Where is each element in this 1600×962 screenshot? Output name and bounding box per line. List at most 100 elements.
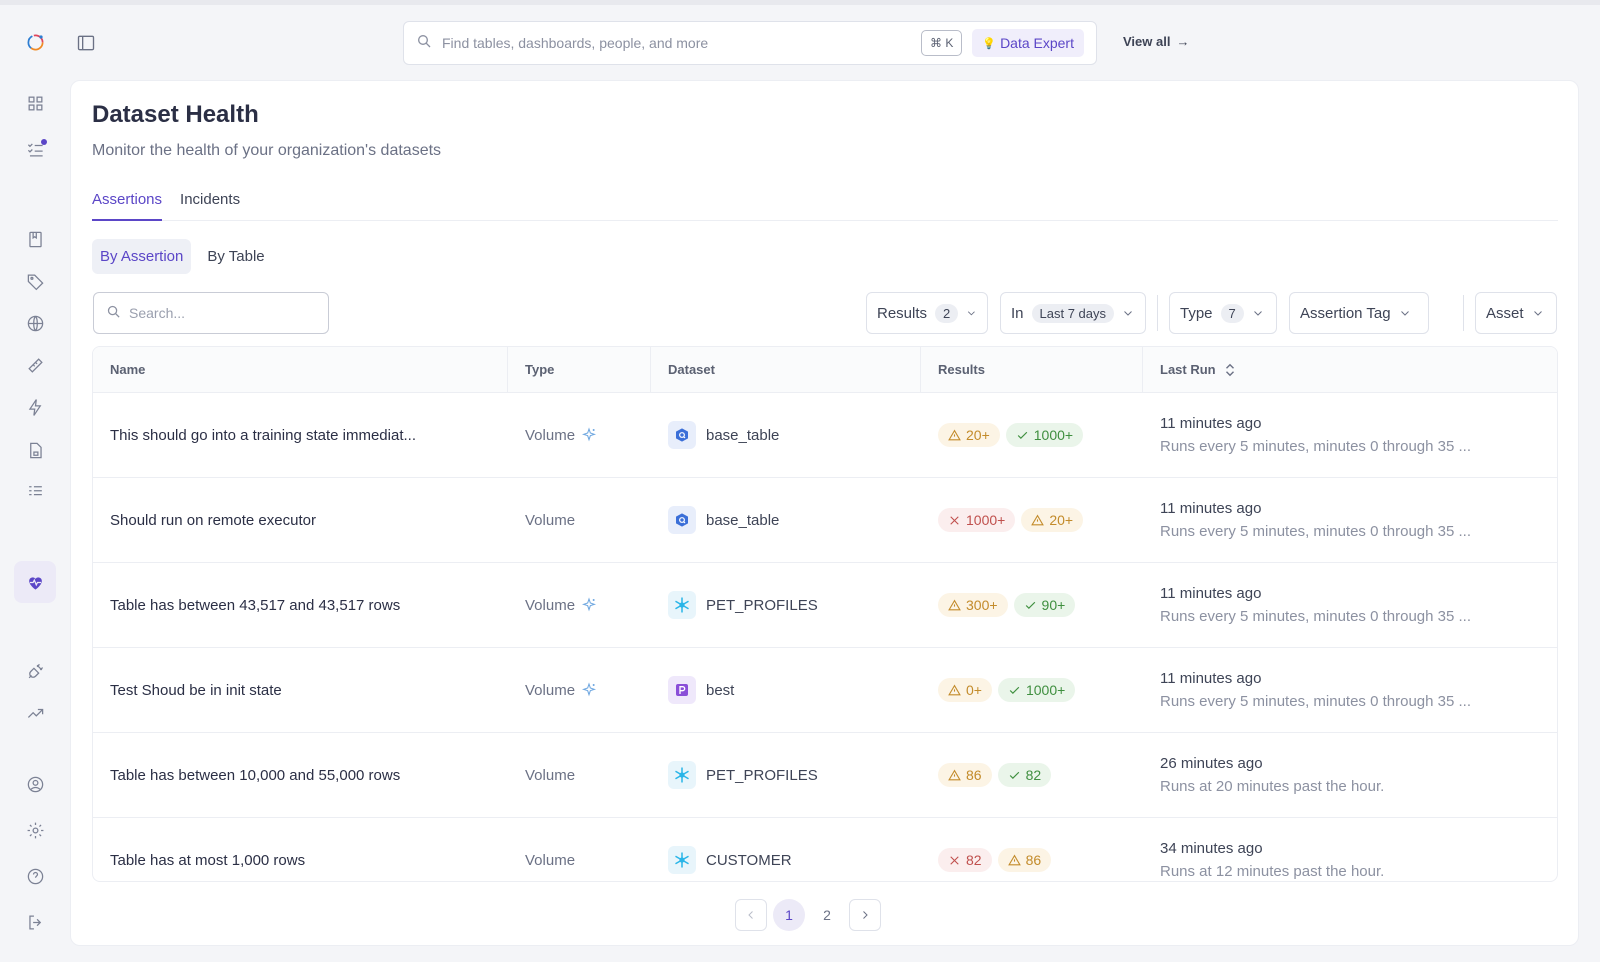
- table-row[interactable]: Table has at most 1,000 rows Volume CUST…: [93, 818, 1557, 881]
- table-row[interactable]: Table has between 43,517 and 43,517 rows…: [93, 563, 1557, 648]
- dataset-link[interactable]: base_table: [651, 421, 921, 449]
- table-row[interactable]: This should go into a training state imm…: [93, 393, 1557, 478]
- warning-icon: [1007, 854, 1021, 867]
- grid-icon[interactable]: [20, 88, 50, 118]
- result-badge-ok[interactable]: 82: [997, 763, 1052, 787]
- assertion-name[interactable]: Test Shoud be in init state: [110, 681, 282, 699]
- result-badge-warn[interactable]: 20+: [938, 423, 1000, 447]
- result-count: 1000+: [1025, 682, 1066, 698]
- arrow-right-icon: →: [1176, 34, 1190, 49]
- sort-icon[interactable]: [1224, 363, 1236, 377]
- bigquery-icon: [668, 506, 696, 534]
- view-all-label: View all: [1123, 34, 1171, 49]
- result-count: 20+: [966, 427, 990, 443]
- global-search-bar[interactable]: Find tables, dashboards, people, and mor…: [403, 21, 1097, 65]
- column-header-dataset[interactable]: Dataset: [651, 347, 921, 392]
- result-badge-warn[interactable]: 20+: [1021, 508, 1084, 532]
- dataset-health-panel: Dataset Health Monitor the health of you…: [70, 80, 1579, 946]
- global-search-placeholder[interactable]: Find tables, dashboards, people, and mor…: [442, 35, 709, 51]
- last-run-time: 11 minutes ago: [1160, 415, 1262, 432]
- tab-assertions[interactable]: Assertions: [92, 191, 163, 221]
- column-header-name[interactable]: Name: [93, 347, 508, 392]
- app-logo-icon[interactable]: [20, 27, 50, 57]
- page-2-button[interactable]: 2: [823, 907, 831, 923]
- column-header-type[interactable]: Type: [508, 347, 651, 392]
- results-cell: 82 86: [921, 848, 1143, 872]
- date-range-filter-dropdown[interactable]: In Last 7 days: [1000, 292, 1146, 334]
- type-filter-label: Type: [1180, 304, 1213, 322]
- last-run-time: 26 minutes ago: [1160, 755, 1263, 772]
- results-filter-dropdown[interactable]: Results 2: [866, 292, 988, 334]
- run-schedule: Runs at 20 minutes past the hour.: [1160, 778, 1385, 795]
- by-table-toggle[interactable]: By Table: [207, 248, 265, 265]
- result-badge-fail[interactable]: 1000+: [938, 508, 1016, 532]
- document-lock-icon[interactable]: [20, 435, 50, 465]
- lightning-icon[interactable]: [20, 392, 50, 422]
- logout-icon[interactable]: [20, 907, 50, 937]
- table-row[interactable]: Test Shoud be in init state Volume best …: [93, 648, 1557, 733]
- assertion-name[interactable]: This should go into a training state imm…: [110, 426, 416, 444]
- result-badge-ok[interactable]: 1000+: [997, 678, 1076, 702]
- warning-icon: [1031, 514, 1045, 527]
- dataset-link[interactable]: base_table: [651, 506, 921, 534]
- assertion-type-cell: Volume: [508, 427, 651, 444]
- book-icon[interactable]: [20, 224, 50, 254]
- assertion-name[interactable]: Table has between 43,517 and 43,517 rows: [110, 596, 401, 614]
- globe-icon[interactable]: [20, 308, 50, 338]
- dataset-link[interactable]: PET_PROFILES: [651, 761, 921, 789]
- health-heart-icon[interactable]: [14, 561, 56, 603]
- result-count: 90+: [1041, 597, 1066, 613]
- table-row[interactable]: Table has between 10,000 and 55,000 rows…: [93, 733, 1557, 818]
- trending-up-icon[interactable]: [20, 698, 50, 728]
- sidebar-toggle-icon[interactable]: [71, 28, 101, 58]
- previous-page-button[interactable]: [735, 899, 767, 931]
- plug-icon[interactable]: [20, 656, 50, 686]
- last-run-cell: 11 minutes ago Runs every 5 minutes, min…: [1143, 415, 1557, 455]
- notification-dot: [41, 139, 47, 145]
- tag-icon[interactable]: [20, 266, 50, 296]
- smart-assertion-icon: [582, 427, 597, 442]
- data-expert-button[interactable]: 💡 Data Expert: [972, 29, 1084, 57]
- column-header-results[interactable]: Results: [921, 347, 1143, 392]
- gear-icon[interactable]: [20, 815, 50, 845]
- dataset-link[interactable]: best: [651, 676, 921, 704]
- by-assertion-toggle[interactable]: By Assertion: [92, 239, 192, 274]
- assertion-name[interactable]: Table has between 10,000 and 55,000 rows: [110, 766, 401, 784]
- last-run-time: 11 minutes ago: [1160, 500, 1262, 517]
- result-badge-fail[interactable]: 82: [938, 848, 992, 872]
- dataset-name: base_table: [706, 511, 780, 529]
- result-badge-warn[interactable]: 0+: [938, 678, 992, 702]
- ruler-icon[interactable]: [20, 350, 50, 380]
- page-1-button[interactable]: 1: [773, 899, 805, 931]
- table-header: Name Type Dataset Results Last Run: [93, 347, 1557, 393]
- column-header-last-run[interactable]: Last Run: [1143, 347, 1557, 392]
- assertion-type: Volume: [525, 596, 576, 614]
- last-run-time: 34 minutes ago: [1160, 840, 1263, 857]
- assertion-tag-filter-dropdown[interactable]: Assertion Tag: [1289, 292, 1429, 334]
- table-row[interactable]: Should run on remote executor Volume bas…: [93, 478, 1557, 563]
- result-badge-warn[interactable]: 86: [997, 848, 1052, 872]
- check-icon: [1008, 769, 1021, 782]
- user-circle-icon[interactable]: [20, 769, 50, 799]
- result-badge-warn[interactable]: 300+: [938, 593, 1008, 617]
- assertion-type: Volume: [525, 511, 576, 529]
- search-icon: [416, 33, 432, 54]
- run-schedule: Runs every 5 minutes, minutes 0 through …: [1160, 693, 1471, 710]
- assertion-name[interactable]: Table has at most 1,000 rows: [110, 851, 306, 869]
- tasks-icon[interactable]: [20, 134, 50, 164]
- table-search-input[interactable]: Search...: [93, 292, 329, 334]
- next-page-button[interactable]: [849, 899, 881, 931]
- view-all-link[interactable]: View all →: [1123, 34, 1189, 49]
- result-badge-ok[interactable]: 1000+: [1005, 423, 1084, 447]
- result-badge-warn[interactable]: 86: [938, 763, 992, 787]
- type-filter-dropdown[interactable]: Type 7: [1169, 292, 1277, 334]
- dataset-link[interactable]: PET_PROFILES: [651, 591, 921, 619]
- result-badge-ok[interactable]: 90+: [1013, 593, 1076, 617]
- help-icon[interactable]: [20, 861, 50, 891]
- dataset-link[interactable]: CUSTOMER: [651, 846, 921, 874]
- asset-filter-dropdown[interactable]: Asset: [1475, 292, 1557, 334]
- assertion-name[interactable]: Should run on remote executor: [110, 511, 316, 529]
- tab-incidents[interactable]: Incidents: [180, 191, 241, 208]
- result-count: 300+: [966, 597, 998, 613]
- list-icon[interactable]: [20, 476, 50, 506]
